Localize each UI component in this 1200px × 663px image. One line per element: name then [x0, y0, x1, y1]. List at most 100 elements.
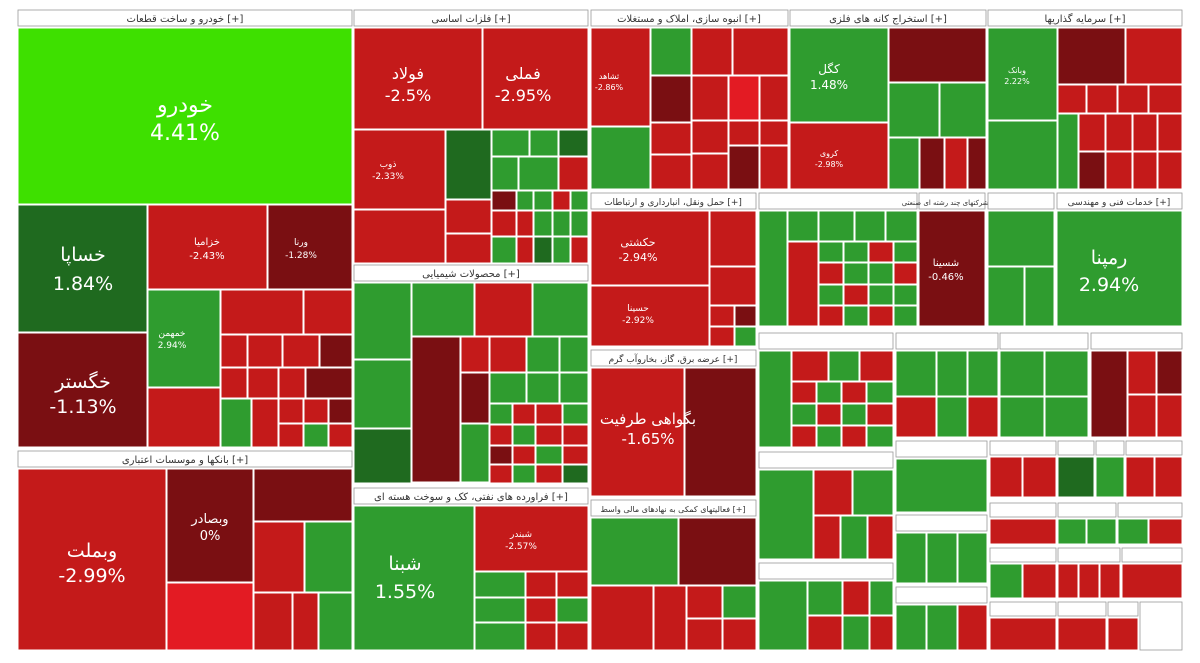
tile-vbank[interactable]	[987, 27, 1058, 121]
tile-small[interactable]	[709, 305, 735, 327]
sector-metals[interactable]: فلزات اساسی [+] فولاد -2.5% فملی -2.95% …	[353, 9, 589, 264]
tile-small[interactable]	[460, 336, 490, 373]
tile-small[interactable]	[1086, 518, 1117, 545]
tile-small[interactable]	[1024, 266, 1055, 327]
sector-header[interactable]	[895, 586, 988, 604]
tile-small[interactable]	[816, 381, 842, 404]
tile-small[interactable]	[353, 428, 412, 484]
tile-small[interactable]	[556, 571, 589, 598]
tile-small[interactable]	[868, 305, 894, 327]
tile-small[interactable]	[220, 289, 304, 335]
sector-header[interactable]	[758, 562, 894, 580]
tile-small[interactable]	[759, 145, 789, 190]
tile-small[interactable]	[807, 615, 843, 651]
tile-small[interactable]	[813, 515, 841, 560]
sector-farming[interactable]	[999, 332, 1089, 438]
tile-small[interactable]	[535, 424, 563, 446]
tile-small[interactable]	[562, 403, 589, 425]
tile-small[interactable]	[869, 615, 894, 651]
tile-small[interactable]	[489, 372, 527, 404]
tile-small[interactable]	[967, 396, 999, 438]
tile-small[interactable]	[895, 604, 927, 651]
sector-misc-bottom-right[interactable]	[989, 440, 1183, 651]
tile-small[interactable]	[353, 359, 412, 429]
tile-small[interactable]	[1095, 456, 1125, 498]
tile-small[interactable]	[253, 592, 293, 651]
tile-small[interactable]	[987, 120, 1058, 190]
sector-minerals[interactable]	[758, 451, 894, 560]
tile-small[interactable]	[944, 137, 968, 190]
tile-small[interactable]	[722, 618, 757, 651]
tile-small[interactable]	[758, 580, 808, 651]
tile-small[interactable]	[559, 336, 589, 373]
tile-small[interactable]	[303, 289, 353, 335]
tile-small[interactable]	[1125, 27, 1183, 85]
tile-fameli[interactable]	[482, 27, 589, 130]
tile-small[interactable]	[691, 27, 733, 76]
tile-hasina[interactable]	[590, 285, 710, 347]
tile-small[interactable]	[987, 266, 1025, 327]
tile-small[interactable]	[722, 585, 757, 619]
tile-small[interactable]	[489, 445, 513, 465]
tile-small[interactable]	[893, 284, 918, 306]
tile-small[interactable]	[411, 282, 475, 337]
tile-shbandar[interactable]	[474, 505, 589, 572]
tile-small[interactable]	[989, 518, 1057, 545]
tile-small[interactable]	[895, 458, 988, 513]
tile-small[interactable]	[854, 210, 886, 242]
tile-small[interactable]	[570, 210, 589, 237]
tile-small[interactable]	[1078, 113, 1106, 152]
tile-small[interactable]	[512, 403, 536, 425]
tile-small[interactable]	[304, 521, 353, 593]
tile-small[interactable]	[840, 515, 868, 560]
tile-small[interactable]	[926, 532, 958, 584]
tile-small[interactable]	[888, 27, 987, 83]
tile-small[interactable]	[866, 381, 894, 404]
tile-small[interactable]	[1157, 151, 1183, 190]
tile-small[interactable]	[807, 580, 843, 616]
tile-small[interactable]	[411, 336, 461, 483]
tile-small[interactable]	[445, 199, 492, 234]
tile-small[interactable]	[1057, 518, 1087, 545]
tile-small[interactable]	[305, 367, 353, 399]
tile-small[interactable]	[533, 190, 553, 211]
tile-small[interactable]	[303, 423, 329, 448]
tile-small[interactable]	[1132, 151, 1158, 190]
tile-small[interactable]	[818, 305, 844, 327]
tile-small[interactable]	[535, 403, 563, 425]
tile-small[interactable]	[445, 233, 492, 264]
tile-small[interactable]	[734, 326, 757, 347]
tile-small[interactable]	[728, 145, 760, 190]
tile-small[interactable]	[989, 617, 1057, 651]
tile-small[interactable]	[758, 350, 792, 448]
tile-shasina[interactable]	[918, 210, 986, 327]
tile-small[interactable]	[491, 190, 517, 211]
tile-small[interactable]	[888, 82, 940, 138]
sector-banks[interactable]: بانکها و موسسات اعتباری [+] وبملت -2.99%…	[17, 450, 353, 651]
sector-header[interactable]	[989, 440, 1057, 456]
tile-small[interactable]	[1156, 350, 1183, 395]
tile-small[interactable]	[895, 350, 937, 397]
tile-small[interactable]	[791, 425, 817, 448]
sector-petroleum[interactable]: فراورده های نفتی، کک و سوخت هسته ای [+] …	[353, 487, 589, 651]
tile-small[interactable]	[278, 367, 306, 399]
tile-small[interactable]	[818, 262, 844, 285]
tile-small[interactable]	[893, 262, 918, 285]
tile-small[interactable]	[1127, 394, 1157, 438]
sector-header[interactable]	[895, 514, 988, 532]
tile-small[interactable]	[842, 580, 870, 616]
tile-small[interactable]	[650, 27, 692, 76]
tile-small[interactable]	[489, 424, 513, 446]
tile-small[interactable]	[684, 367, 757, 497]
tile-small[interactable]	[1154, 456, 1183, 498]
tile-small[interactable]	[526, 372, 560, 404]
tile-small[interactable]	[1078, 151, 1106, 190]
sector-transport[interactable]: حمل ونقل، انبارداری و ارتباطات [+] حکشتی…	[590, 192, 757, 347]
tile-khmehmen[interactable]	[147, 289, 221, 388]
tile-small[interactable]	[653, 585, 687, 651]
tile-small[interactable]	[319, 334, 353, 368]
tile-small[interactable]	[791, 381, 817, 404]
sector-header[interactable]	[1121, 547, 1183, 563]
tile-small[interactable]	[253, 468, 353, 522]
tile-small[interactable]	[728, 75, 760, 121]
